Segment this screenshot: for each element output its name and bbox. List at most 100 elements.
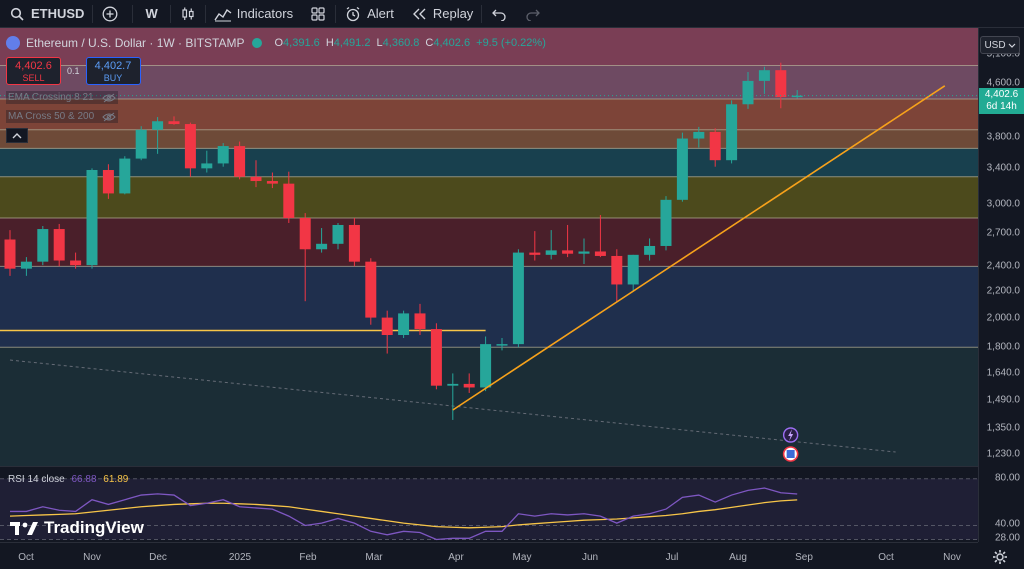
candle-body (299, 217, 311, 250)
price-zone (0, 28, 978, 66)
gear-icon[interactable] (992, 549, 1008, 565)
eye-hidden-icon[interactable] (101, 93, 116, 103)
candle-body (726, 104, 738, 161)
buy-sell-panel: 4,402.6 SELL 0.1 4,402.7 BUY (6, 57, 141, 85)
candle-body (660, 199, 672, 246)
candle-body (53, 229, 65, 261)
buy-button[interactable]: 4,402.7 BUY (85, 57, 141, 85)
low-key: L (376, 37, 383, 49)
candle-body (283, 183, 295, 218)
high-key: H (325, 37, 334, 49)
sell-price: 4,402.6 (15, 60, 52, 72)
plus-circle-icon (101, 5, 119, 23)
time-tick-label: Feb (299, 552, 317, 563)
candle-body (184, 124, 196, 169)
buy-price: 4,402.7 (94, 60, 132, 72)
rsi-title: RSI 14 close (8, 474, 65, 485)
tradingview-logo[interactable]: TradingView (10, 518, 144, 538)
interval-button[interactable]: W (133, 0, 169, 28)
compare-symbol-button[interactable] (93, 0, 132, 28)
layouts-button[interactable] (301, 0, 335, 28)
candle-body (152, 121, 164, 130)
indicator-row-ema[interactable]: EMA Crossing 8 21 (6, 91, 118, 104)
last-price-label: 4,402.6 6d 14h (979, 87, 1024, 114)
interval-label: W (145, 6, 158, 21)
candle-body (463, 383, 475, 388)
alert-button[interactable]: Alert (336, 0, 402, 28)
collapse-legend-button[interactable] (6, 128, 28, 143)
spread-value: 0.1 (67, 66, 80, 76)
candle-body (332, 224, 344, 244)
open-key: O (274, 37, 284, 49)
candle-body (791, 95, 803, 98)
indicator-row-ma[interactable]: MA Cross 50 & 200 (6, 110, 119, 123)
rsi-value: 66.88 (71, 474, 97, 485)
symbol-search-button[interactable]: ETHUSD (0, 0, 92, 28)
time-tick-label: Mar (365, 552, 383, 563)
candle-body (135, 129, 147, 159)
ohlc-values: O4,391.6 H4,491.2 L4,360.8 C4,402.6 +9.5… (274, 37, 548, 49)
chart-type-button[interactable] (171, 0, 205, 28)
time-tick-label: Jul (665, 552, 679, 563)
price-tick-label: 3,800.0 (986, 131, 1020, 143)
candle-body (758, 70, 770, 81)
time-tick-label: Jun (581, 552, 599, 563)
candle-body (545, 250, 557, 255)
time-tick-label: Apr (448, 552, 464, 563)
rsi-line (10, 487, 798, 541)
search-icon (8, 5, 26, 23)
toolbar-divider (169, 4, 171, 23)
rsi-chart[interactable] (0, 467, 978, 542)
price-tick-label: 5,100.0 (986, 48, 1020, 60)
rsi-axis[interactable]: 80.00 40.00 28.00 (978, 466, 1024, 544)
candle-body (676, 138, 688, 200)
top-toolbar: ETHUSD W Indicators Alert (0, 0, 1024, 28)
time-tick-label: Oct (878, 552, 894, 563)
flag-glyph (786, 450, 795, 458)
high-value: 4,491.2 (333, 37, 371, 49)
candle-body (578, 251, 590, 254)
rsi-legend: RSI 14 close 66.88 61.89 (8, 474, 128, 485)
change-value: +9.5 (+0.22%) (476, 37, 546, 49)
price-tick-label: 2,200.0 (986, 285, 1020, 297)
price-tick-label: 2,000.0 (986, 312, 1020, 324)
time-tick-label: May (512, 552, 532, 563)
undo-button[interactable] (482, 0, 516, 28)
time-axis[interactable]: Oct Nov Dec 2025 Feb Mar Apr May Jun Jul Aug Sep Oct… (0, 542, 978, 569)
candle-body (742, 80, 754, 105)
price-chart-pane[interactable] (0, 28, 978, 466)
candle-body (398, 313, 410, 335)
time-tick-label: Nov (83, 552, 101, 563)
candle-body (250, 176, 262, 182)
eye-hidden-icon[interactable] (102, 112, 116, 122)
candle-body (775, 70, 787, 98)
rsi-pane[interactable] (0, 466, 978, 542)
candle-body (611, 255, 623, 285)
price-chart[interactable] (0, 28, 978, 466)
replay-button[interactable]: Replay (402, 0, 481, 28)
last-price-value: 4,402.6 (984, 88, 1019, 100)
candle-body (496, 344, 508, 346)
candle-body (365, 261, 377, 318)
redo-button[interactable] (516, 0, 550, 28)
price-zone (0, 65, 978, 100)
candle-body (168, 121, 180, 125)
candle-body (480, 344, 492, 388)
buy-label: BUY (103, 73, 123, 83)
candle-body (201, 163, 213, 169)
candle-body (414, 313, 426, 330)
toolbar-divider (132, 4, 134, 23)
price-tick-label: 2,400.0 (986, 260, 1020, 272)
candle-body (430, 329, 442, 386)
symbol-label: ETHUSD (31, 6, 85, 21)
rewind-icon (410, 5, 428, 23)
candles-icon (179, 5, 197, 23)
toolbar-divider (92, 4, 94, 23)
replay-label: Replay (432, 6, 474, 21)
candle-body (234, 146, 246, 177)
rsi-ma-value: 61.89 (103, 474, 129, 485)
currency-selector[interactable]: USD (980, 36, 1020, 54)
sell-button[interactable]: 4,402.6 SELL (6, 57, 61, 85)
low-value: 4,360.8 (382, 37, 420, 49)
indicators-button[interactable]: Indicators (206, 0, 301, 28)
